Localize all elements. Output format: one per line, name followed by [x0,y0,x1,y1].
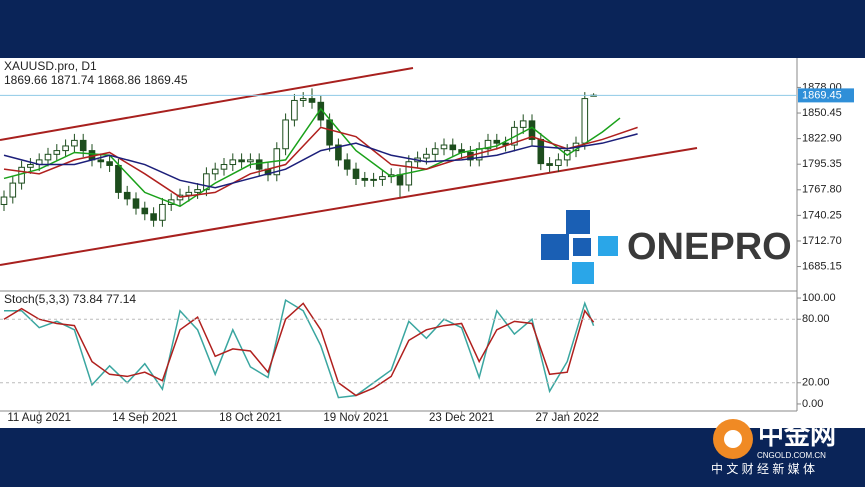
candle-body [431,148,439,155]
site-name: 中金网 [758,420,836,450]
candle-body [537,138,545,165]
logo-icon [541,234,569,260]
candle-body [185,191,193,196]
site-url: CNGOLD.COM.CN [757,451,826,460]
candle-body [229,159,237,166]
candle-body [62,145,69,152]
logo-icon [573,238,591,256]
series-line [3,302,595,397]
candle-body [141,207,149,215]
y-tick-label: 1822.90 [802,133,842,145]
candle-body [440,144,448,150]
candle-body [326,119,333,146]
y-tick-label: 0.00 [802,398,823,410]
candle-body [361,177,369,181]
candle-body [352,168,360,179]
candle-body [423,153,430,159]
onepro-logo: ONEPRO [541,210,792,284]
candle-body [44,153,52,161]
chart-background [0,58,865,428]
candle-body [484,139,492,150]
symbol-header: XAUUSD.pro, D1 [4,59,97,73]
candle-body [115,164,122,193]
x-tick-label: 23 Dec 2021 [429,412,494,424]
candle-body [519,120,527,128]
candle-body [238,159,245,163]
y-tick-label: 1850.45 [802,107,842,119]
y-tick-label: 1795.35 [802,158,842,170]
series-line [3,133,638,189]
candle-body [396,174,404,186]
candle-body [291,99,298,121]
top-band [0,0,865,58]
candle-body [370,178,377,181]
candle-body [546,163,553,166]
y-tick-label: 20.00 [802,377,830,389]
slogan: 中 文 财 经 新 媒 体 [711,461,815,476]
cngold-logo: 中金网 CNGOLD.COM.CN 中 文 财 经 新 媒 体 [711,419,836,476]
candle-body [581,98,589,144]
candle-body [79,139,87,152]
logo-icon [566,210,590,234]
candle-body [150,213,157,221]
x-tick-label: 19 Nov 2021 [323,412,388,424]
y-tick-label: 100.00 [802,292,836,304]
indicator-header: Stoch(5,3,3) 73.84 77.14 [4,292,136,306]
candle-body [220,164,228,170]
candle-body [0,196,8,205]
series-line [4,298,595,399]
candle-body [194,189,201,193]
candle-body [123,191,131,200]
ohlc-header: 1869.66 1871.74 1868.86 1869.45 [4,73,188,87]
candle-body [71,139,78,147]
candle-body [449,144,457,151]
candle-body [299,98,307,101]
candle-body [9,182,17,198]
candle-body [343,159,351,170]
y-tick-label: 1712.70 [802,235,842,247]
candle-body [379,176,386,180]
candle-body [53,150,61,155]
x-tick-label: 18 Oct 2021 [219,412,282,424]
channel-upper [0,67,414,141]
x-tick-label: 27 Jan 2022 [536,412,599,424]
candle-body [159,203,166,221]
candle-body [27,164,34,168]
candle-body [18,166,25,184]
logo-text: ONEPRO [627,226,792,268]
y-tick-label: 1685.15 [802,260,842,272]
x-tick-label: 14 Sep 2021 [112,412,177,424]
x-tick-label: 11 Aug 2021 [7,412,71,424]
current-price-box [798,88,854,103]
candle-body [308,98,316,103]
candle-body [335,144,342,161]
candle-body [247,159,254,163]
y-tick-label: 80.00 [802,313,830,325]
logo-icon [572,262,594,284]
y-tick-label: 1767.80 [802,184,842,196]
series-line [3,126,638,198]
logo-icon [598,236,618,256]
logo-circle [724,430,742,448]
candle-body [211,168,219,175]
current-price-label: 1869.45 [802,89,842,101]
candle-body [493,139,501,144]
candle-body [255,159,263,170]
candle-body [132,198,140,209]
candle-body [106,161,113,166]
candle-body [97,159,105,163]
candle-body [282,119,289,150]
y-tick-label: 1740.25 [802,209,842,221]
candle-body [555,159,562,166]
channel-lower [0,147,698,266]
